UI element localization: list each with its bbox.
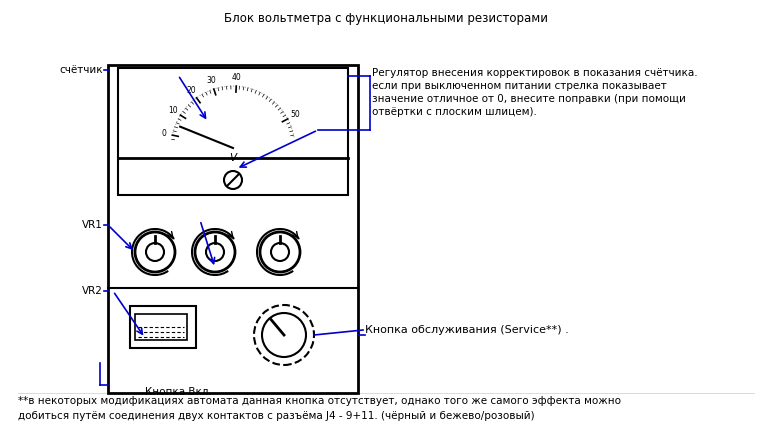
Text: www.logi-machina.ru: www.logi-machina.ru bbox=[171, 152, 350, 248]
Text: 40: 40 bbox=[232, 73, 242, 82]
Text: если при выключенном питании стрелка показывает: если при выключенном питании стрелка пок… bbox=[372, 81, 667, 91]
Bar bbox=[108, 65, 358, 393]
Text: Кнопка обслуживания (Service**) .: Кнопка обслуживания (Service**) . bbox=[365, 325, 569, 335]
Bar bbox=[118, 68, 348, 195]
Text: добиться путём соединения двух контактов с разъёма J4 - 9+11. (чёрный и бежево/р: добиться путём соединения двух контактов… bbox=[18, 411, 535, 421]
Text: Регулятор внесения корректировок в показания счётчика.: Регулятор внесения корректировок в показ… bbox=[372, 68, 698, 78]
Text: значение отличное от 0, внесите поправки (при помощи: значение отличное от 0, внесите поправки… bbox=[372, 94, 686, 104]
Text: Блок вольтметра с функциональными резисторами: Блок вольтметра с функциональными резист… bbox=[224, 12, 548, 25]
Bar bbox=[130, 306, 196, 348]
Text: 20: 20 bbox=[187, 86, 196, 95]
Text: 50: 50 bbox=[291, 110, 300, 119]
Bar bbox=[135, 314, 187, 340]
Text: VR2: VR2 bbox=[82, 286, 103, 296]
Text: V: V bbox=[229, 153, 236, 163]
Text: 30: 30 bbox=[206, 76, 216, 85]
Text: **в некоторых модификациях автомата данная кнопка отсутствует, однако того же са: **в некоторых модификациях автомата данн… bbox=[18, 396, 621, 406]
Text: VR1: VR1 bbox=[82, 220, 103, 230]
Text: Кнопка Вкл.: Кнопка Вкл. bbox=[145, 387, 212, 397]
Text: 10: 10 bbox=[168, 106, 178, 115]
Text: отвёртки с плоским шлицем).: отвёртки с плоским шлицем). bbox=[372, 107, 537, 117]
Text: 0: 0 bbox=[161, 129, 166, 138]
Text: счётчик: счётчик bbox=[59, 65, 103, 75]
